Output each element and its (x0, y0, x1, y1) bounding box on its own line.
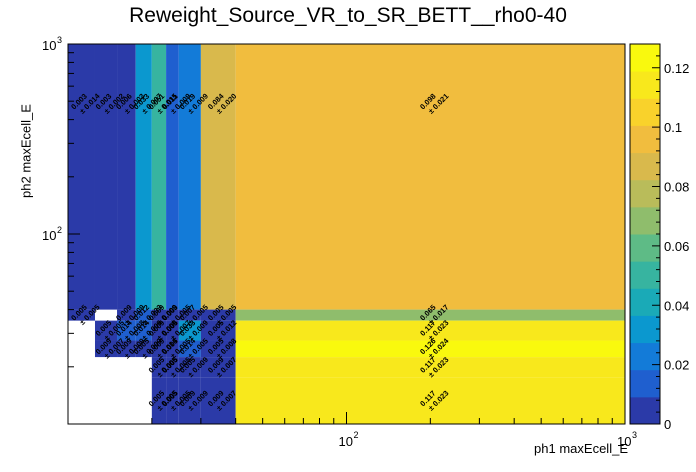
colorbar-segment (630, 342, 660, 371)
colorbar-segment (630, 315, 660, 344)
colorbar-segment (630, 125, 660, 154)
heatmap-cell (166, 357, 179, 378)
colorbar-segment (630, 261, 660, 289)
x-tick-exponent: 3 (632, 430, 637, 440)
colorbar-segment (630, 71, 660, 99)
x-tick-exponent: 2 (354, 430, 359, 440)
heatmap-cell (151, 44, 167, 310)
colorbar-segment (630, 44, 660, 72)
heatmap-cell (166, 44, 179, 310)
y-axis-label: ph2 maxEcell_E (18, 104, 34, 198)
heatmap-cell (166, 320, 179, 341)
colorbar-tick-label: 0.12 (664, 61, 689, 76)
heatmap-cell (235, 309, 625, 321)
heatmap-cell (235, 357, 625, 378)
heatmap-cell (200, 309, 236, 321)
colorbar-segment (630, 179, 660, 208)
x-tick-label: 10 (339, 434, 353, 449)
heatmap-cell (117, 340, 136, 358)
colorbar-segment (630, 369, 660, 398)
colorbar-tick-label: 0.08 (664, 180, 689, 195)
colorbar-tick-label: 0 (664, 417, 671, 432)
colorbar-segment (630, 288, 660, 316)
heatmap-cell (200, 44, 236, 310)
chart-title: Reweight_Source_VR_to_SR_BETT__rho0-40 (129, 4, 567, 27)
heatmap-cell (117, 44, 136, 310)
heatmap-cell (178, 309, 201, 321)
y-tick-exponent: 2 (57, 225, 62, 235)
heatmap-cell (151, 357, 167, 378)
colorbar-segment (630, 98, 660, 126)
heatmap-cell (151, 340, 167, 358)
heatmap-cell (151, 377, 167, 424)
heatmap-cells (68, 44, 625, 424)
colorbar-tick-label: 0.04 (664, 298, 689, 313)
heatmap-cell (151, 309, 167, 321)
heatmap-cell (166, 377, 179, 424)
y-tick-label: 10 (42, 38, 56, 53)
heatmap-cell (94, 320, 118, 341)
heatmap-cell (94, 44, 118, 310)
heatmap-cell (135, 340, 152, 358)
heatmap-cell (178, 357, 201, 378)
colorbar-segment (630, 396, 660, 425)
heatmap-cell (151, 320, 167, 341)
heatmap-cell (135, 44, 152, 310)
heatmap-cell (166, 309, 179, 321)
colorbar-tick-label: 0.1 (664, 120, 682, 135)
heatmap-cell (117, 320, 136, 341)
heatmap-cell (178, 340, 201, 358)
heatmap-cell (135, 309, 152, 321)
y-tick-exponent: 3 (57, 35, 62, 45)
axes: 10 2 10 310 210 3 (42, 35, 637, 449)
heatmap-cell (166, 340, 179, 358)
heatmap-cell (200, 377, 236, 424)
heatmap-cell (68, 309, 95, 321)
heatmap-cell (178, 44, 201, 310)
heatmap-cell (235, 320, 625, 341)
colorbar-tick-label: 0.02 (664, 358, 689, 373)
heatmap-cell (117, 309, 136, 321)
heatmap-cell (178, 377, 201, 424)
heatmap-cell (178, 320, 201, 341)
heatmap-cell (94, 340, 118, 358)
colorbar-tick-label: 0.06 (664, 239, 689, 254)
x-axis-label: ph1 maxEcell_E (534, 441, 628, 456)
heatmap-cell (200, 320, 236, 341)
heatmap-cell (235, 44, 625, 310)
y-tick-label: 10 (42, 228, 56, 243)
heatmap-cell (200, 357, 236, 378)
x-tick-label: 10 (617, 434, 631, 449)
heatmap-cell (135, 320, 152, 341)
heatmap-cell (235, 377, 625, 424)
colorbar: 0 0.02 0.04 0.06 0.08 0.1 0.12 (629, 43, 689, 432)
colorbar-segment (630, 234, 660, 262)
colorbar-segment (630, 206, 660, 235)
heatmap-cell (235, 340, 625, 358)
heatmap-cell (200, 340, 236, 358)
colorbar-segment (630, 152, 660, 181)
